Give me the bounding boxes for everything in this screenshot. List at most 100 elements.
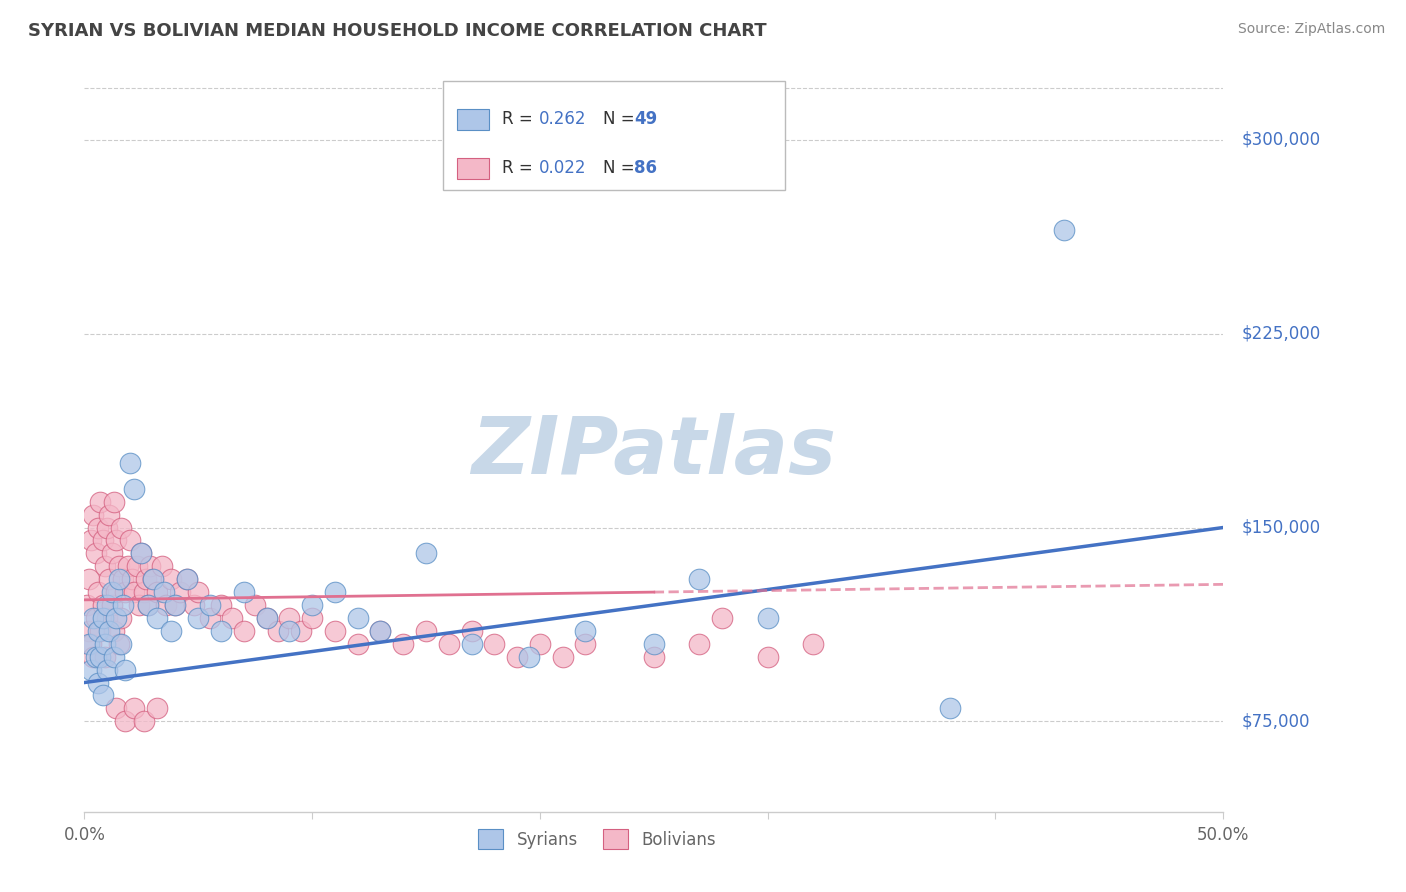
Point xyxy=(209,598,232,612)
Point xyxy=(370,624,392,638)
Point xyxy=(76,598,98,612)
Point xyxy=(301,598,323,612)
Point xyxy=(187,611,209,625)
Point xyxy=(415,624,437,638)
Point xyxy=(100,585,122,599)
Point xyxy=(94,559,117,574)
Legend: Syrians, Bolivians: Syrians, Bolivians xyxy=(471,822,723,855)
Point xyxy=(91,689,114,703)
Point xyxy=(117,559,139,574)
Point xyxy=(643,649,665,664)
Point xyxy=(82,611,104,625)
Point xyxy=(80,663,103,677)
Text: R =: R = xyxy=(502,111,538,128)
Point xyxy=(105,701,128,715)
FancyBboxPatch shape xyxy=(457,158,489,178)
Point xyxy=(484,637,506,651)
Point xyxy=(91,533,114,548)
Point xyxy=(87,520,110,534)
Text: SYRIAN VS BOLIVIAN MEDIAN HOUSEHOLD INCOME CORRELATION CHART: SYRIAN VS BOLIVIAN MEDIAN HOUSEHOLD INCO… xyxy=(28,22,766,40)
Text: R =: R = xyxy=(502,159,538,178)
Point xyxy=(146,585,169,599)
Point xyxy=(232,585,254,599)
Point xyxy=(551,649,574,664)
Point xyxy=(105,533,128,548)
Point xyxy=(84,546,107,560)
Point xyxy=(146,701,169,715)
Point xyxy=(118,533,141,548)
Point xyxy=(80,637,103,651)
Point xyxy=(756,649,779,664)
Point xyxy=(91,611,114,625)
Point xyxy=(132,714,155,729)
Point xyxy=(756,611,779,625)
Point xyxy=(176,572,198,586)
Point xyxy=(169,585,191,599)
Point xyxy=(278,611,301,625)
Point xyxy=(209,624,232,638)
Point xyxy=(98,508,121,522)
Point xyxy=(460,637,482,651)
Point xyxy=(124,482,146,496)
Point xyxy=(256,611,278,625)
Point xyxy=(323,585,346,599)
Point xyxy=(96,663,118,677)
Point xyxy=(105,611,128,625)
Point xyxy=(100,546,122,560)
Point xyxy=(153,585,176,599)
Point xyxy=(94,649,117,664)
Point xyxy=(323,624,346,638)
Point xyxy=(1053,223,1076,237)
Point xyxy=(142,572,165,586)
Point xyxy=(155,598,177,612)
Point xyxy=(84,611,107,625)
Point xyxy=(643,637,665,651)
Point xyxy=(82,649,104,664)
Point xyxy=(114,714,136,729)
Text: $75,000: $75,000 xyxy=(1241,713,1310,731)
Point xyxy=(91,598,114,612)
Point xyxy=(256,611,278,625)
Point xyxy=(221,611,243,625)
Point xyxy=(506,649,529,664)
Point xyxy=(415,546,437,560)
Text: 86: 86 xyxy=(634,159,658,178)
Point xyxy=(87,675,110,690)
Point xyxy=(131,546,153,560)
Point xyxy=(574,637,596,651)
Point xyxy=(96,611,118,625)
Point xyxy=(187,585,209,599)
Text: 0.262: 0.262 xyxy=(538,111,586,128)
Point xyxy=(183,598,205,612)
Point xyxy=(87,585,110,599)
Point xyxy=(77,572,100,586)
Point xyxy=(80,533,103,548)
Point xyxy=(139,559,162,574)
Point xyxy=(135,572,157,586)
Point xyxy=(125,559,148,574)
Text: ZIPatlas: ZIPatlas xyxy=(471,413,837,491)
Point xyxy=(107,637,129,651)
Point xyxy=(267,624,290,638)
Text: $300,000: $300,000 xyxy=(1241,131,1320,149)
Point xyxy=(711,611,734,625)
Point xyxy=(114,585,136,599)
Point xyxy=(165,598,187,612)
Point xyxy=(392,637,415,651)
Point xyxy=(688,572,710,586)
Point xyxy=(124,701,146,715)
Point xyxy=(110,637,132,651)
Point xyxy=(517,649,540,664)
Point xyxy=(146,611,169,625)
Point xyxy=(232,624,254,638)
Point xyxy=(84,649,107,664)
Point xyxy=(89,649,111,664)
Point xyxy=(77,637,100,651)
Point xyxy=(136,598,159,612)
Point xyxy=(89,494,111,508)
Point xyxy=(77,624,100,638)
Point xyxy=(142,572,165,586)
Text: N =: N = xyxy=(603,159,640,178)
Point xyxy=(160,572,183,586)
Point xyxy=(688,637,710,651)
